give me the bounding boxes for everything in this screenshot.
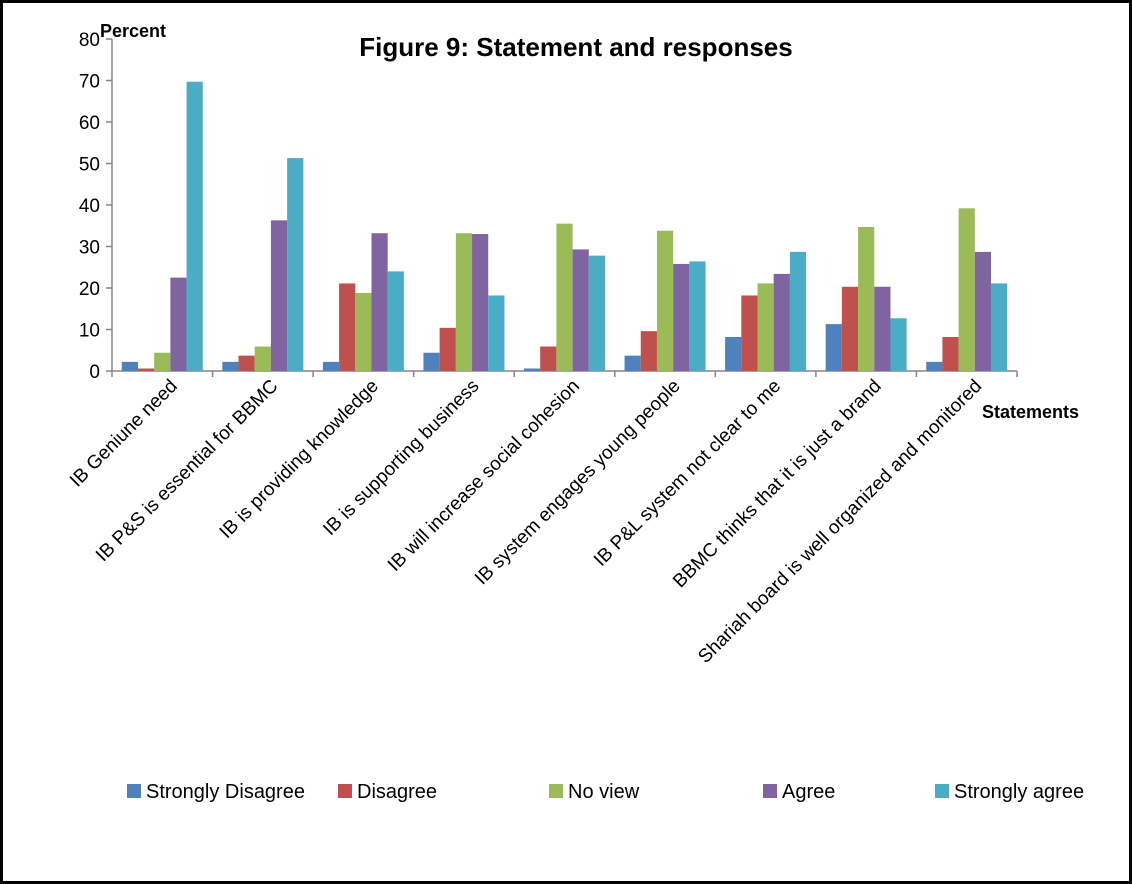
bars-group [121,81,1008,372]
bar [841,286,859,371]
y-tick-label: 80 [79,30,100,51]
x-category-label: IB Geniune need [66,376,182,492]
legend-label: Agree [782,781,835,803]
bar [689,261,706,371]
bar [238,355,255,371]
legend-swatch [935,784,949,798]
bar [371,233,388,371]
legend-label: No view [568,781,640,803]
legend-label: Disagree [357,781,437,803]
bar [825,324,842,371]
bar [540,346,557,371]
y-tick-label: 20 [79,279,100,300]
bar [222,361,239,371]
bar [958,208,975,371]
legend-swatch [338,784,352,798]
bar [524,368,541,371]
bar [926,361,943,371]
x-category-label: IB system engages young people [471,376,685,590]
bar [890,318,907,371]
bar [137,368,155,371]
y-axis-title: Percent [100,21,166,41]
x-category-label: BBMC thinks that it is just a brand [669,376,885,592]
bar [455,233,473,371]
legend: Strongly Disagree Disagree No view Agree Str… [127,781,1084,803]
bar [858,226,875,371]
bar [170,277,187,371]
bar [254,346,271,371]
legend-swatch [763,784,777,798]
bar [488,295,505,371]
bar [121,361,138,371]
bar [741,295,758,371]
bar [974,251,992,371]
bar [991,283,1008,371]
chart-title: Figure 9: Statement and responses [359,32,792,62]
bar [387,271,404,371]
bar [339,283,356,371]
bar [789,251,807,371]
y-tick-label: 10 [79,321,100,342]
bar [874,286,891,371]
bar [624,355,641,371]
bar [773,273,790,371]
bar [640,331,657,371]
y-tick-label: 60 [79,113,100,134]
y-tick-label: 30 [79,238,100,259]
bar [656,230,674,371]
legend-swatch [549,784,563,798]
y-tick-label: 50 [79,155,100,176]
bar [572,249,589,371]
bar [270,220,288,371]
bar [287,158,304,371]
legend-swatch [127,784,141,798]
legend-label: Strongly agree [954,781,1084,803]
bar [725,336,742,371]
bar [439,327,456,371]
bar [588,255,605,371]
y-axis: 0 10 20 30 40 50 60 70 80 [79,30,113,383]
bar [423,352,440,371]
bar [673,263,690,371]
bar [355,292,372,371]
bar [322,361,340,371]
bar [186,81,203,372]
y-tick-label: 40 [79,196,100,217]
x-axis-title: Statements [982,402,1079,422]
bar [556,223,573,371]
x-category-label: IB P&S is essential for BBMC [92,376,282,566]
bar [154,352,171,371]
y-tick-label: 0 [89,362,100,383]
bar [472,234,489,371]
x-category-label: IB P&L system not clear to me [590,376,785,571]
legend-label: Strongly Disagree [146,781,305,803]
bar [757,283,774,371]
x-axis [111,370,1018,377]
x-category-label: IB is providing knowledge [216,376,383,543]
y-tick-label: 70 [79,72,100,93]
x-category-label: IB will increase social cohesion [384,376,584,576]
bar [942,336,959,371]
